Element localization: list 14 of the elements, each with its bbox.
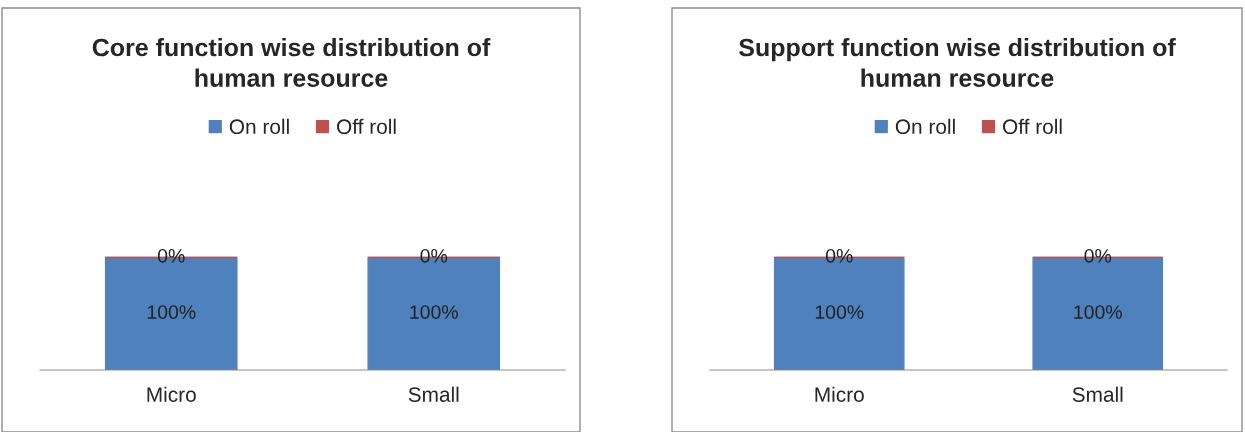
x-tick-label: Small <box>408 386 459 402</box>
x-tick-label: Small <box>1072 386 1123 402</box>
data-label: 100% <box>1074 305 1122 319</box>
legend-label: On roll <box>895 118 955 135</box>
data-label: 100% <box>410 305 458 319</box>
legend-label: Off roll <box>1003 118 1062 135</box>
chart-title: Core function wise distribution of human resource <box>92 38 491 87</box>
x-tick-label: Micro <box>147 386 196 402</box>
data-label: 100% <box>815 305 864 319</box>
x-tick-label: Micro <box>815 386 864 402</box>
legend-label: Off roll <box>337 118 396 135</box>
data-label: 100% <box>147 305 196 319</box>
chart-title: Support function wise distribution of human resource <box>739 38 1176 87</box>
legend-label: On roll <box>229 118 289 135</box>
